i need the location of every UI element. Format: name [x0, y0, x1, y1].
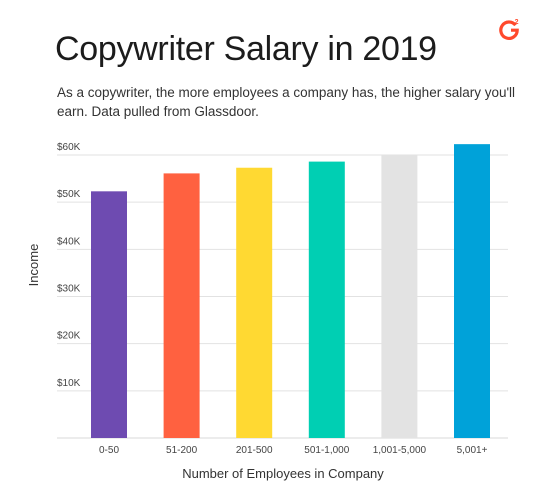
chart-subtitle: As a copywriter, the more employees a co… [57, 85, 516, 119]
y-tick-label: $10K [57, 378, 81, 389]
y-tick-label: $20K [57, 331, 81, 342]
y-axis-label: Income [26, 244, 41, 287]
chart-title: Copywriter Salary in 2019 [55, 30, 437, 68]
y-tick-labels: $10K $20K $30K $40K $50K $60K [57, 142, 81, 389]
bar-51-200 [163, 173, 200, 438]
x-tick-labels: 0-50 51-200 201-500 501-1,000 1,001-5,000 5,0… [99, 445, 488, 456]
bar-1-001-5-000 [381, 155, 418, 438]
x-tick-label: 501-1,000 [304, 445, 349, 456]
x-tick-label: 201-500 [236, 445, 273, 456]
x-tick-label: 5,001+ [457, 445, 488, 456]
x-tick-label: 0-50 [99, 445, 119, 456]
svg-text:2: 2 [515, 19, 519, 26]
x-tick-label: 51-200 [166, 445, 198, 456]
y-tick-label: $40K [57, 236, 81, 247]
bar-5-001- [454, 144, 490, 438]
y-tick-label: $60K [57, 142, 81, 153]
bar-0-50 [91, 191, 127, 438]
x-axis-label: Number of Employees in Company [182, 466, 384, 481]
bars [91, 144, 490, 439]
bar-201-500 [236, 167, 273, 439]
x-tick-label: 1,001-5,000 [373, 445, 427, 456]
y-tick-label: $50K [57, 189, 81, 200]
g2-logo: 2 [499, 19, 519, 40]
gridlines [57, 154, 508, 439]
y-tick-label: $30K [57, 284, 81, 295]
bar-501-1-000 [308, 161, 345, 438]
